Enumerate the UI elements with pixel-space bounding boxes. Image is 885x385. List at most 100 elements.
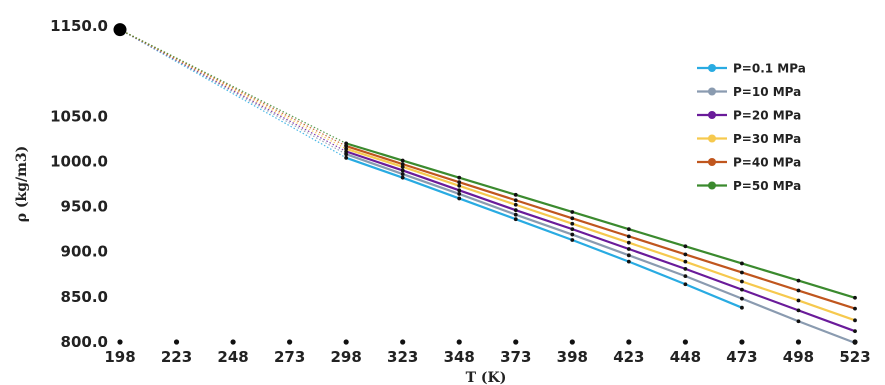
series-line-5 bbox=[345, 142, 856, 299]
legend-entry-label: P=20 MPa bbox=[733, 109, 801, 123]
data-point bbox=[853, 329, 857, 334]
x-tick-label: 498 bbox=[783, 348, 814, 366]
x-tick-label: 448 bbox=[670, 348, 701, 366]
data-point bbox=[570, 221, 575, 226]
x-axis-label: T (K) bbox=[466, 370, 507, 385]
x-axis-dot bbox=[682, 339, 688, 345]
data-point bbox=[344, 155, 349, 160]
extrapolation-line bbox=[119, 29, 347, 150]
x-tick-label: 373 bbox=[500, 348, 531, 366]
data-point bbox=[570, 238, 575, 242]
x-axis-dot bbox=[400, 339, 406, 345]
data-point bbox=[683, 244, 688, 249]
extrapolation-lines bbox=[119, 29, 347, 159]
data-point bbox=[683, 266, 688, 271]
series-line-4 bbox=[345, 145, 856, 310]
data-point bbox=[344, 144, 349, 148]
data-point bbox=[400, 162, 405, 167]
data-point bbox=[344, 152, 349, 157]
x-axis-dot bbox=[739, 339, 745, 345]
data-point bbox=[570, 232, 575, 237]
data-point bbox=[626, 253, 631, 258]
data-point bbox=[344, 146, 349, 151]
y-tick-label: 1050.0 bbox=[50, 107, 108, 125]
data-point bbox=[513, 198, 518, 203]
data-point bbox=[683, 252, 688, 257]
data-point bbox=[740, 279, 744, 284]
x-tick-label: 398 bbox=[557, 348, 588, 366]
data-point bbox=[513, 202, 518, 207]
series-line-1 bbox=[345, 153, 856, 344]
data-point bbox=[796, 308, 801, 313]
data-point bbox=[740, 296, 744, 301]
data-point bbox=[513, 217, 518, 222]
data-point bbox=[853, 318, 857, 323]
data-point bbox=[853, 306, 857, 311]
data-point bbox=[400, 175, 405, 180]
x-axis-dot bbox=[513, 339, 519, 345]
data-point bbox=[796, 278, 801, 283]
y-tick-label: 1000.0 bbox=[50, 152, 108, 170]
data-point bbox=[457, 175, 462, 180]
data-point bbox=[626, 240, 631, 245]
legend-entry-label: P=0.1 MPa bbox=[733, 62, 806, 76]
x-tick-label: 198 bbox=[104, 348, 135, 366]
legend-entry-label: P=40 MPa bbox=[733, 156, 801, 170]
x-tick-label: 248 bbox=[217, 348, 248, 366]
x-axis-dot bbox=[569, 339, 575, 345]
y-tick-labels: 800.0 850.0 900.0 950.0 1000.0 1050.0 1150.0 bbox=[50, 17, 108, 351]
data-point bbox=[740, 270, 744, 275]
data-point bbox=[796, 288, 801, 293]
x-axis-dot bbox=[626, 339, 632, 345]
data-point bbox=[344, 149, 349, 154]
legend: P=0.1 MPa P=10 MPa P=20 MPa P=30 MPa P=40 MP… bbox=[697, 62, 806, 193]
data-point bbox=[400, 168, 405, 173]
data-point bbox=[796, 319, 801, 324]
data-point bbox=[853, 295, 857, 300]
data-point bbox=[400, 172, 405, 176]
legend-marker bbox=[708, 181, 716, 190]
data-point bbox=[626, 259, 631, 264]
data-point bbox=[513, 208, 518, 213]
legend-marker bbox=[708, 111, 716, 119]
data-point bbox=[740, 305, 744, 310]
series-lines bbox=[344, 141, 857, 345]
x-axis-dot bbox=[230, 339, 236, 345]
legend-marker bbox=[708, 87, 716, 96]
data-point bbox=[457, 196, 462, 201]
x-tick-label: 523 bbox=[839, 348, 870, 366]
data-point bbox=[513, 192, 518, 197]
x-tick-label: 473 bbox=[726, 348, 757, 366]
data-point bbox=[570, 227, 575, 232]
x-tick-label: 323 bbox=[387, 348, 418, 366]
x-tick-labels: 198 223 248 273 298 323 348 373 398 423 448 473 498 5… bbox=[104, 348, 870, 366]
data-point bbox=[400, 164, 405, 169]
y-axis-label: ρ (kg/m3) bbox=[14, 146, 30, 223]
data-point bbox=[626, 227, 631, 232]
data-point bbox=[344, 141, 349, 146]
extrapolation-line bbox=[119, 29, 347, 144]
data-point bbox=[683, 274, 688, 278]
x-axis-dot bbox=[287, 339, 293, 345]
data-point bbox=[457, 188, 462, 193]
reference-point bbox=[113, 23, 127, 37]
y-tick-label: 900.0 bbox=[61, 243, 108, 261]
legend-entry-label: P=50 MPa bbox=[733, 179, 801, 193]
x-axis-dots bbox=[117, 339, 858, 345]
y-tick-label: 850.0 bbox=[61, 288, 108, 306]
data-point bbox=[457, 180, 462, 185]
x-axis-dot bbox=[795, 339, 802, 345]
data-point bbox=[400, 158, 405, 163]
series-line-2 bbox=[345, 150, 856, 333]
data-point bbox=[796, 298, 801, 303]
legend-marker bbox=[708, 64, 716, 72]
x-axis-dot bbox=[456, 339, 462, 345]
data-point bbox=[570, 210, 575, 214]
data-point bbox=[513, 212, 518, 217]
x-axis-dot bbox=[852, 339, 858, 345]
x-tick-label: 273 bbox=[274, 348, 305, 366]
legend-entry-label: P=10 MPa bbox=[733, 85, 801, 99]
x-tick-label: 348 bbox=[444, 348, 475, 366]
x-tick-label: 223 bbox=[161, 348, 192, 366]
